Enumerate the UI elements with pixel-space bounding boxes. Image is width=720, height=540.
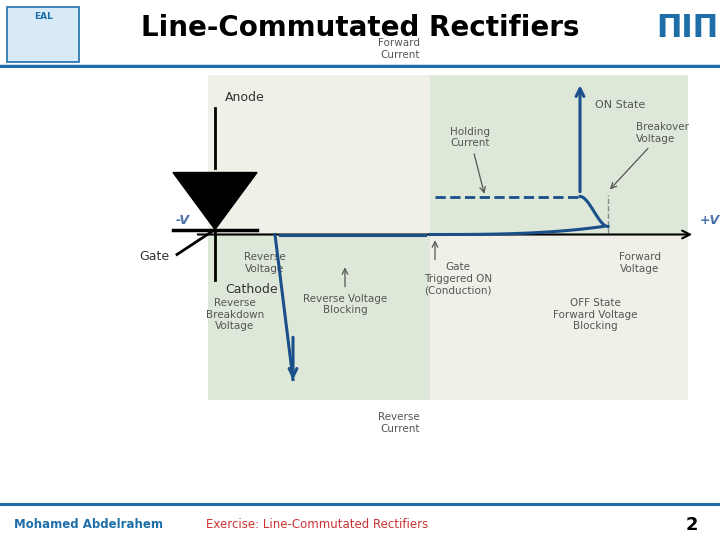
Text: Anode: Anode bbox=[225, 91, 265, 104]
Text: Cathode: Cathode bbox=[225, 283, 278, 296]
Text: Forward
Current: Forward Current bbox=[378, 38, 420, 59]
Text: ON State: ON State bbox=[595, 99, 645, 110]
Text: Reverse Voltage
Blocking: Reverse Voltage Blocking bbox=[303, 294, 387, 315]
Text: OFF State
Forward Voltage
Blocking: OFF State Forward Voltage Blocking bbox=[553, 298, 637, 331]
Bar bbox=[208, 75, 430, 234]
Text: ΠΙΠ: ΠΙΠ bbox=[657, 14, 719, 43]
Polygon shape bbox=[173, 172, 257, 229]
Text: EAL: EAL bbox=[34, 12, 53, 22]
Bar bbox=[208, 234, 430, 400]
Text: Breakover
Voltage: Breakover Voltage bbox=[611, 122, 689, 188]
Text: +V: +V bbox=[700, 213, 720, 226]
Text: Reverse
Breakdown
Voltage: Reverse Breakdown Voltage bbox=[206, 298, 264, 331]
Text: Forward
Voltage: Forward Voltage bbox=[619, 253, 661, 274]
Text: 2: 2 bbox=[686, 516, 698, 534]
Text: Exercise: Line-Commutated Rectifiers: Exercise: Line-Commutated Rectifiers bbox=[206, 518, 428, 531]
Text: Mohamed Abdelrahem: Mohamed Abdelrahem bbox=[14, 518, 163, 531]
Text: Gate
Triggered ON
(Conduction): Gate Triggered ON (Conduction) bbox=[424, 262, 492, 296]
Text: Holding
Current: Holding Current bbox=[450, 127, 490, 192]
Text: Reverse
Voltage: Reverse Voltage bbox=[244, 253, 286, 274]
Text: Line-Commutated Rectifiers: Line-Commutated Rectifiers bbox=[140, 15, 580, 42]
Text: -V: -V bbox=[176, 213, 190, 226]
Bar bbox=[430, 75, 688, 234]
Bar bbox=[7, 6, 79, 62]
Text: Reverse
Current: Reverse Current bbox=[378, 413, 420, 434]
Text: Gate: Gate bbox=[139, 250, 169, 263]
Bar bbox=[430, 234, 688, 400]
